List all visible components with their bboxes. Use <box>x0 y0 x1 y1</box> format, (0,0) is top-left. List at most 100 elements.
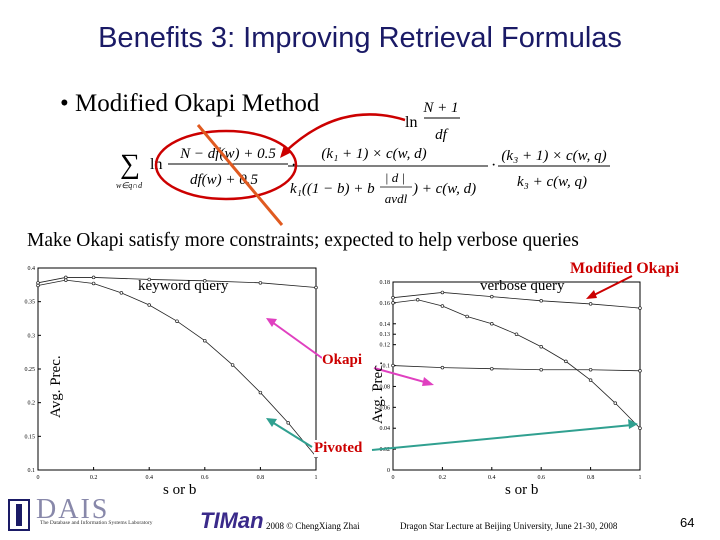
chart1-series-0-point <box>258 281 263 285</box>
formula-tf-frac-num: | d | <box>385 170 405 185</box>
timan-logo: TIMan <box>200 508 264 533</box>
chart2-series-1-point <box>588 378 593 382</box>
chart1-xlabel: s or b <box>163 482 197 498</box>
chart1-ytick-label: 0.4 <box>28 266 36 272</box>
bullet-item: • Modified Okapi Method <box>60 90 319 118</box>
idf-highlight-circle <box>154 129 298 201</box>
chart2-series-1-point <box>391 301 395 305</box>
formula-qtf-den: k₃ + c(w, q) <box>517 174 587 190</box>
label-okapi: Okapi <box>322 352 363 369</box>
formula-mod-den: df <box>435 127 449 143</box>
footer-lecture: Dragon Star Lecture at Beijing Universit… <box>400 521 618 531</box>
chart2-ytick-label: 0.14 <box>380 322 391 328</box>
chart2-series-2-point <box>440 365 445 370</box>
chart2-xtick-label: 0.8 <box>587 475 595 481</box>
chart2-series-0-point <box>490 294 494 299</box>
pivoted-arrowhead-right <box>628 419 638 429</box>
chart2-ytick-label: 0.08 <box>380 384 391 390</box>
chart1-series-0-point <box>147 277 151 282</box>
chart2-series-0-point <box>539 299 543 303</box>
formula-ln-modified: ln <box>405 114 417 131</box>
chart2-series-2-point <box>588 367 593 372</box>
page-number: 64 <box>680 515 695 530</box>
formula-mod-num: N + 1 <box>422 100 458 116</box>
slide-subtitle: Make Okapi satisfy more constraints; exp… <box>27 230 579 251</box>
chart1-ytick-label: 0.2 <box>28 401 36 407</box>
label-pivoted: Pivoted <box>314 440 363 457</box>
chart2-xtick-label: 0.6 <box>537 475 545 481</box>
illinois-logo-icon <box>8 499 30 531</box>
modified-okapi-arrowhead <box>586 290 597 299</box>
formula-qtf-num: (k₃ + 1) × c(w, q) <box>501 148 606 164</box>
slide-title: Benefits 3: Improving Retrieval Formulas <box>98 22 622 54</box>
chart2-series-0-point <box>391 295 395 300</box>
chart1-ytick-label: 0.3 <box>28 333 36 339</box>
pivoted-arrow-right <box>371 424 633 451</box>
chart2-title: verbose query <box>480 278 565 294</box>
chart1-xtick-label: 0 <box>37 475 40 481</box>
chart2-xtick-label: 0 <box>392 475 395 481</box>
pivoted-arrowhead-left <box>266 418 277 427</box>
formula-tf-den-a: k₁((1 − b) + b <box>290 181 375 197</box>
formula-tf-den-b: ) + c(w, d) <box>412 181 476 197</box>
strike-line <box>196 124 284 226</box>
footer-copyright: 2008 © ChengXiang Zhai <box>266 521 360 531</box>
okapi-arrowhead-right <box>422 377 434 386</box>
chart1-series-0-point <box>203 279 207 283</box>
formula-sum-sub: w∈q∩d <box>116 181 143 190</box>
dais-logo: DAIS <box>36 494 110 525</box>
chart2-xtick-label: 1 <box>639 475 642 481</box>
chart2-series-1-point <box>440 304 445 308</box>
chart2-ytick-label: 0.1 <box>383 364 391 370</box>
chart2-ytick-label: 0.16 <box>380 301 391 307</box>
okapi-formula: ln N + 1 df ∑ w∈q∩d ln N − df(w) + 0.5 d… <box>116 100 610 226</box>
chart1-ytick-label: 0.25 <box>25 367 36 373</box>
chart2-ytick-label: 0 <box>387 468 390 474</box>
chart1-series-1-point <box>36 283 40 288</box>
chart1-series-1-point <box>119 291 124 295</box>
chart1-ytick-label: 0.15 <box>25 434 36 440</box>
chart2-ytick-label: 0.12 <box>380 343 391 349</box>
chart1-xtick-label: 0.8 <box>257 475 265 481</box>
chart1-frame <box>37 267 317 471</box>
chart1-series-1-point <box>64 278 68 282</box>
chart1-series-0-point <box>314 285 318 290</box>
chart1-xtick-label: 1 <box>315 475 318 481</box>
formula-tf-num: (k₁ + 1) × c(w, d) <box>321 146 426 162</box>
chart2-series-1-point <box>490 322 494 326</box>
chart1-series-1-point <box>91 281 96 286</box>
chart2-xlabel: s or b <box>505 482 539 498</box>
chart1-series-1-point <box>147 303 151 307</box>
chart2-series-2-point <box>490 366 494 371</box>
label-modified-okapi: Modified Okapi <box>570 260 679 277</box>
chart-keyword-query: 0 0.2 0.4 0.6 0.8 1 0.1 0.15 0.2 0.25 0.3 0.35 0.4 <box>25 266 318 481</box>
chart1-series-1-line <box>37 279 317 457</box>
chart1-series-0-point <box>91 275 96 280</box>
chart2-ylabel: Avg. Prec. <box>370 361 386 424</box>
chart2-ytick-label: 0.18 <box>380 280 391 286</box>
chart1-series-1-point <box>203 338 207 343</box>
chart-annotations <box>266 275 638 451</box>
chart2-series-0-point <box>440 290 445 295</box>
chart1-series-1-point <box>230 363 235 367</box>
bullet-dot: • <box>60 90 76 117</box>
chart2-series-0-point <box>638 306 642 310</box>
chart2-ytick-label: 0.04 <box>380 426 391 432</box>
chart2-xtick-label: 0.4 <box>488 475 496 481</box>
chart2-series-1-point <box>539 345 543 349</box>
dais-lab-text: The Database and Information Systems Lab… <box>40 520 153 526</box>
chart2-series-1-point <box>613 401 618 405</box>
chart2-series-1-point <box>465 314 469 319</box>
chart2-series-1-point <box>514 332 519 336</box>
pivoted-arrow-left <box>271 421 313 448</box>
chart2-series-2-point <box>391 363 395 368</box>
chart1-xtick-label: 0.2 <box>90 475 98 481</box>
chart2-ytick-label: 0.02 <box>380 447 391 453</box>
chart2-ytick-label: 0.13 <box>380 332 391 338</box>
chart2-series-1-point <box>415 298 420 302</box>
chart2-series-2-line <box>392 365 641 372</box>
modified-idf-arrowhead <box>280 145 292 158</box>
chart2-series-1-point <box>564 359 568 364</box>
chart1-series-1-point <box>286 421 290 425</box>
chart2-series-1-line <box>392 299 641 429</box>
